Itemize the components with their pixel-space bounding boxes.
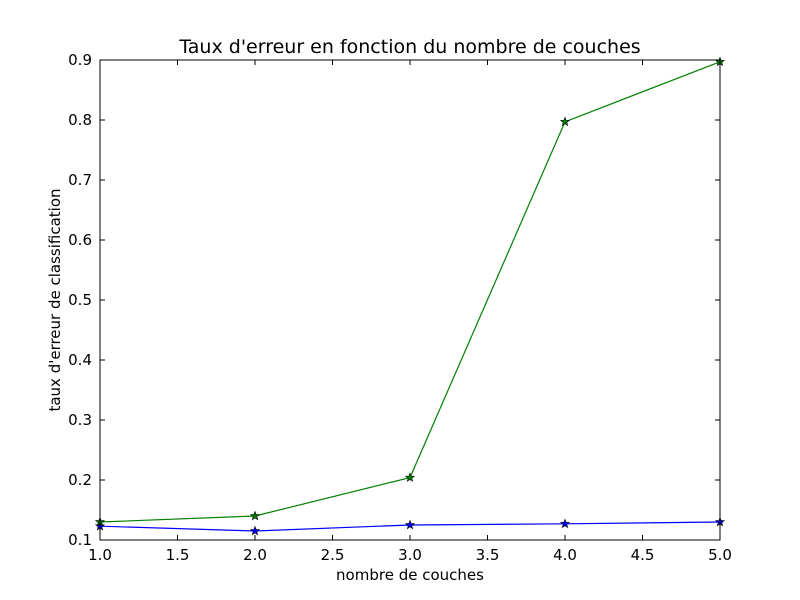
y-tick-label: 0.8 — [68, 111, 92, 129]
x-tick-label: 4.5 — [631, 546, 655, 564]
data-point-1-2 — [249, 525, 261, 536]
plot-frame — [99, 59, 721, 541]
data-point-2-4 — [559, 116, 571, 127]
y-tick-label: 0.6 — [68, 231, 92, 249]
axis-ticks: 1.0 1.5 2.0 2.5 3.0 3.5 4.0 4.5 5.0 0.1 0.2 0.3 0.4 0… — [68, 51, 732, 564]
x-tick-label: 5.0 — [708, 546, 732, 564]
x-tick-label: 2.0 — [243, 546, 267, 564]
y-tick-label: 0.4 — [68, 351, 92, 369]
plot-area — [94, 56, 726, 536]
y-tick-label: 0.5 — [68, 291, 92, 309]
x-tick-label: 3.0 — [398, 546, 422, 564]
y-tick-label: 0.2 — [68, 471, 92, 489]
y-tick-label: 0.3 — [68, 411, 92, 429]
y-tick-label: 0.9 — [68, 51, 92, 69]
y-tick-label: 0.1 — [68, 531, 92, 549]
chart-title: Taux d'erreur en fonction du nombre de c… — [178, 36, 640, 58]
data-point-2-2 — [249, 510, 261, 521]
x-tick-label: 2.5 — [321, 546, 345, 564]
y-axis-label: taux d'erreur de classification — [46, 188, 64, 411]
data-point-1-3 — [404, 519, 416, 530]
data-point-1-4 — [559, 518, 571, 529]
x-tick-label: 1.5 — [166, 546, 190, 564]
series-line-2 — [99, 61, 721, 523]
x-tick-label: 3.5 — [476, 546, 500, 564]
x-tick-label: 4.0 — [553, 546, 577, 564]
x-axis-label: nombre de couches — [336, 566, 484, 584]
y-tick-label: 0.7 — [68, 171, 92, 189]
data-point-2-3 — [404, 472, 416, 482]
x-tick-label: 1.0 — [88, 546, 112, 564]
